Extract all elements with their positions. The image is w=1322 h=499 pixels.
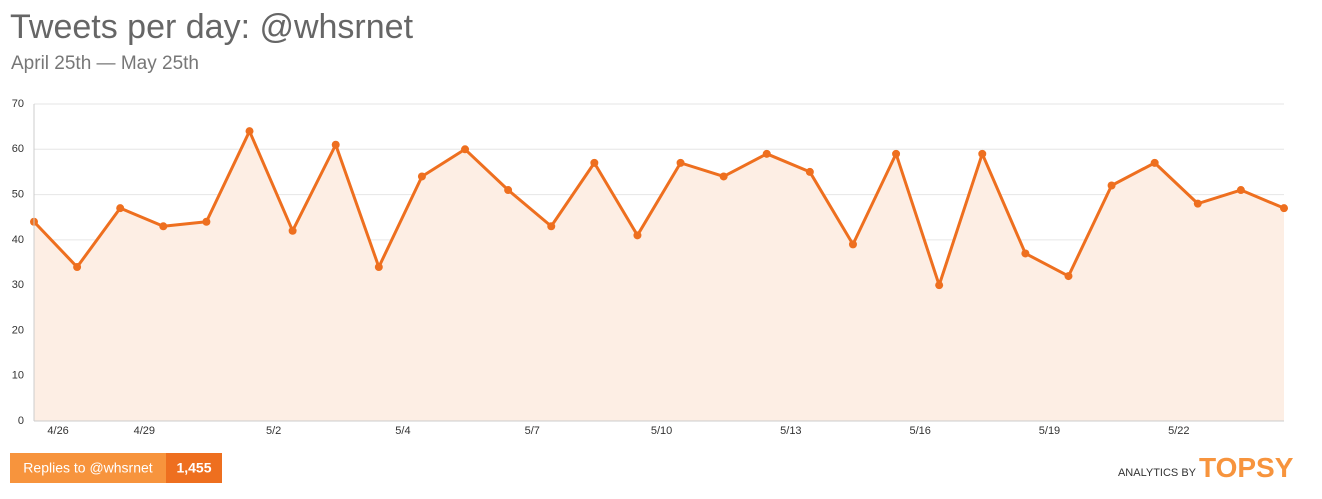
chart-subtitle: April 25th — May 25th	[11, 53, 199, 74]
point	[1107, 181, 1116, 190]
point	[288, 226, 297, 235]
y-tick-label: 50	[12, 188, 24, 200]
x-tick-label: 5/22	[1168, 425, 1189, 437]
y-tick-label: 30	[12, 279, 24, 291]
button-label-bg	[10, 453, 166, 483]
x-tick-label: 5/16	[909, 425, 930, 437]
button-label: Replies to @whsrnet	[23, 460, 152, 476]
y-tick-label: 10	[12, 370, 24, 382]
point	[1064, 272, 1073, 281]
area	[34, 131, 1284, 421]
x-tick-label: 4/29	[134, 425, 155, 437]
point	[805, 167, 814, 176]
point	[935, 281, 944, 290]
point	[633, 231, 642, 240]
point	[374, 263, 383, 272]
point	[1236, 186, 1245, 195]
credit-brand: TOPSY	[1199, 452, 1294, 483]
x-tick-label: 5/10	[651, 425, 672, 437]
point	[547, 222, 556, 231]
point	[848, 240, 857, 249]
line	[32, 129, 1285, 287]
point	[762, 149, 771, 158]
point	[978, 149, 987, 158]
y-tick-label: 60	[12, 143, 24, 155]
chart-title: Tweets per day: @whsrnet	[10, 8, 414, 46]
replies-button[interactable]: Replies to @whsrnet 1,455	[10, 453, 222, 483]
point	[1021, 249, 1030, 258]
x-tick-label: 5/7	[525, 425, 540, 437]
x-tick-label: 4/26	[47, 425, 68, 437]
point	[159, 222, 168, 231]
y-tick-label: 70	[12, 98, 24, 110]
point	[116, 204, 125, 213]
point	[245, 127, 254, 136]
point	[892, 149, 901, 158]
point	[590, 158, 599, 167]
point	[719, 172, 728, 181]
point	[202, 217, 211, 226]
x-tick-label: 5/13	[780, 425, 801, 437]
y-tick-label: 40	[12, 234, 24, 246]
point	[504, 186, 513, 195]
credit-prefix: ANALYTICS BY	[1118, 467, 1197, 479]
point	[1280, 204, 1288, 213]
x-tick-label: 5/2	[266, 425, 281, 437]
point	[1193, 199, 1202, 208]
y-tick-label: 0	[18, 415, 24, 427]
point	[331, 140, 340, 149]
button-count-bg	[166, 453, 222, 483]
x-tick-label: 5/4	[395, 425, 410, 437]
point	[73, 263, 82, 272]
x-tick-label: 5/19	[1039, 425, 1060, 437]
point	[417, 172, 426, 181]
point	[676, 158, 685, 167]
point	[461, 145, 470, 154]
point	[1150, 158, 1159, 167]
y-tick-label: 20	[12, 324, 24, 336]
button-count: 1,455	[176, 460, 211, 476]
